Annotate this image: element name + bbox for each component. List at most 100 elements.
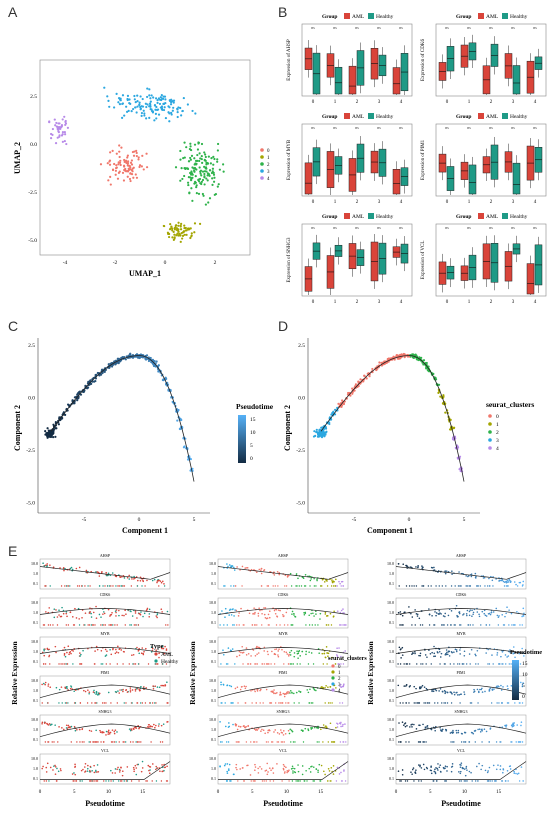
umap-point — [60, 134, 64, 137]
umap-point — [54, 142, 58, 145]
umap-point — [54, 124, 57, 127]
geneE-point — [156, 767, 159, 769]
geneE-point — [481, 741, 483, 743]
geneE-point — [155, 663, 157, 665]
geneE-point — [44, 722, 46, 725]
geneE-ytick: 0.1 — [33, 581, 38, 586]
geneE-point — [133, 624, 136, 626]
geneE-point — [252, 741, 255, 743]
trajC-point — [103, 370, 106, 373]
umap-point — [211, 183, 214, 186]
geneE-point — [226, 624, 228, 626]
geneE-point — [412, 767, 415, 769]
geneE-point — [148, 772, 151, 775]
box-ylabel: Expression of PIM1 — [421, 139, 426, 180]
umap-point — [162, 108, 166, 112]
geneE-point — [399, 702, 401, 704]
trajD-ylabel: Component 2 — [283, 405, 292, 451]
geneE-point — [163, 583, 165, 585]
geneE-point — [75, 567, 78, 570]
geneE-ytick: 1.0 — [33, 649, 38, 654]
umap-point — [150, 94, 153, 97]
geneE-point — [125, 613, 127, 615]
geneE-point — [477, 728, 479, 731]
umap-point — [208, 169, 212, 172]
geneE-point — [455, 649, 458, 651]
geneE-point — [492, 576, 494, 578]
geneE-point — [444, 728, 447, 731]
geneE-point — [467, 624, 469, 626]
geneE-point — [333, 741, 336, 743]
geneE-point — [420, 767, 423, 769]
box-legend-aml-label: AML — [352, 114, 365, 120]
geneE-point — [239, 688, 242, 691]
geneE-point — [462, 614, 464, 616]
geneE-point — [156, 663, 159, 665]
umap-point — [176, 115, 179, 119]
geneE-point — [113, 732, 116, 735]
geneE-point — [321, 578, 324, 581]
geneE-point — [162, 684, 165, 687]
box-legend-aml-swatch — [344, 213, 350, 219]
geneE-point — [420, 780, 422, 782]
geneE-point — [291, 765, 294, 768]
umap-point — [160, 94, 163, 97]
umap-point — [183, 233, 186, 236]
umap-point — [130, 159, 134, 162]
geneE-point — [105, 734, 107, 736]
geneE-point — [446, 702, 449, 704]
geneE-point — [301, 773, 304, 776]
geneE-point — [300, 729, 303, 731]
geneE-point — [400, 780, 402, 782]
geneE-point — [340, 580, 343, 583]
trajD-point — [319, 432, 322, 435]
geneE-point — [287, 624, 289, 626]
geneE-ytick: 1.0 — [33, 571, 38, 576]
geneE-point — [463, 693, 466, 696]
umap-point — [203, 158, 206, 161]
trajD-point — [426, 369, 429, 372]
umap-point — [202, 194, 205, 197]
umap-point — [126, 94, 130, 98]
geneE-point — [451, 573, 453, 575]
umap-point — [66, 126, 70, 129]
geneE-point — [256, 663, 259, 665]
geneE-point — [102, 613, 104, 615]
box-legend-aml-label: AML — [486, 114, 499, 120]
trajD-point — [368, 375, 371, 378]
geneE-point — [277, 609, 280, 611]
geneE-point — [463, 731, 466, 734]
geneE-point — [43, 624, 46, 626]
geneE-point — [415, 613, 418, 615]
geneE-point — [72, 624, 75, 626]
geneE-point — [342, 684, 345, 687]
geneE-point — [115, 609, 118, 611]
geneE-point — [510, 663, 512, 665]
trajD-point — [459, 469, 462, 473]
geneE-point — [297, 577, 299, 580]
umap-point — [201, 178, 205, 182]
geneE-point — [339, 741, 342, 743]
geneE-xtick: 0 — [39, 790, 42, 795]
geneE-point — [417, 764, 420, 766]
box-xtick: 2 — [490, 300, 493, 305]
geneE-point — [155, 768, 157, 771]
geneE-point — [486, 780, 489, 782]
geneE-point — [335, 578, 337, 581]
geneE-point — [98, 585, 101, 587]
umap-point — [189, 148, 193, 152]
geneE-point — [43, 682, 45, 685]
umap-point — [156, 108, 160, 111]
geneE-point — [150, 646, 153, 648]
umap-point — [179, 228, 183, 231]
geneE-point — [308, 614, 311, 617]
geneE-point — [159, 580, 162, 582]
umap-point — [216, 160, 219, 163]
geneE-point — [439, 612, 441, 614]
geneE-point — [96, 764, 99, 766]
geneE-point — [119, 780, 122, 782]
trajD-point — [320, 426, 323, 429]
geneE-point — [443, 689, 446, 692]
geneE-point — [47, 683, 50, 685]
geneE-point — [128, 728, 131, 730]
